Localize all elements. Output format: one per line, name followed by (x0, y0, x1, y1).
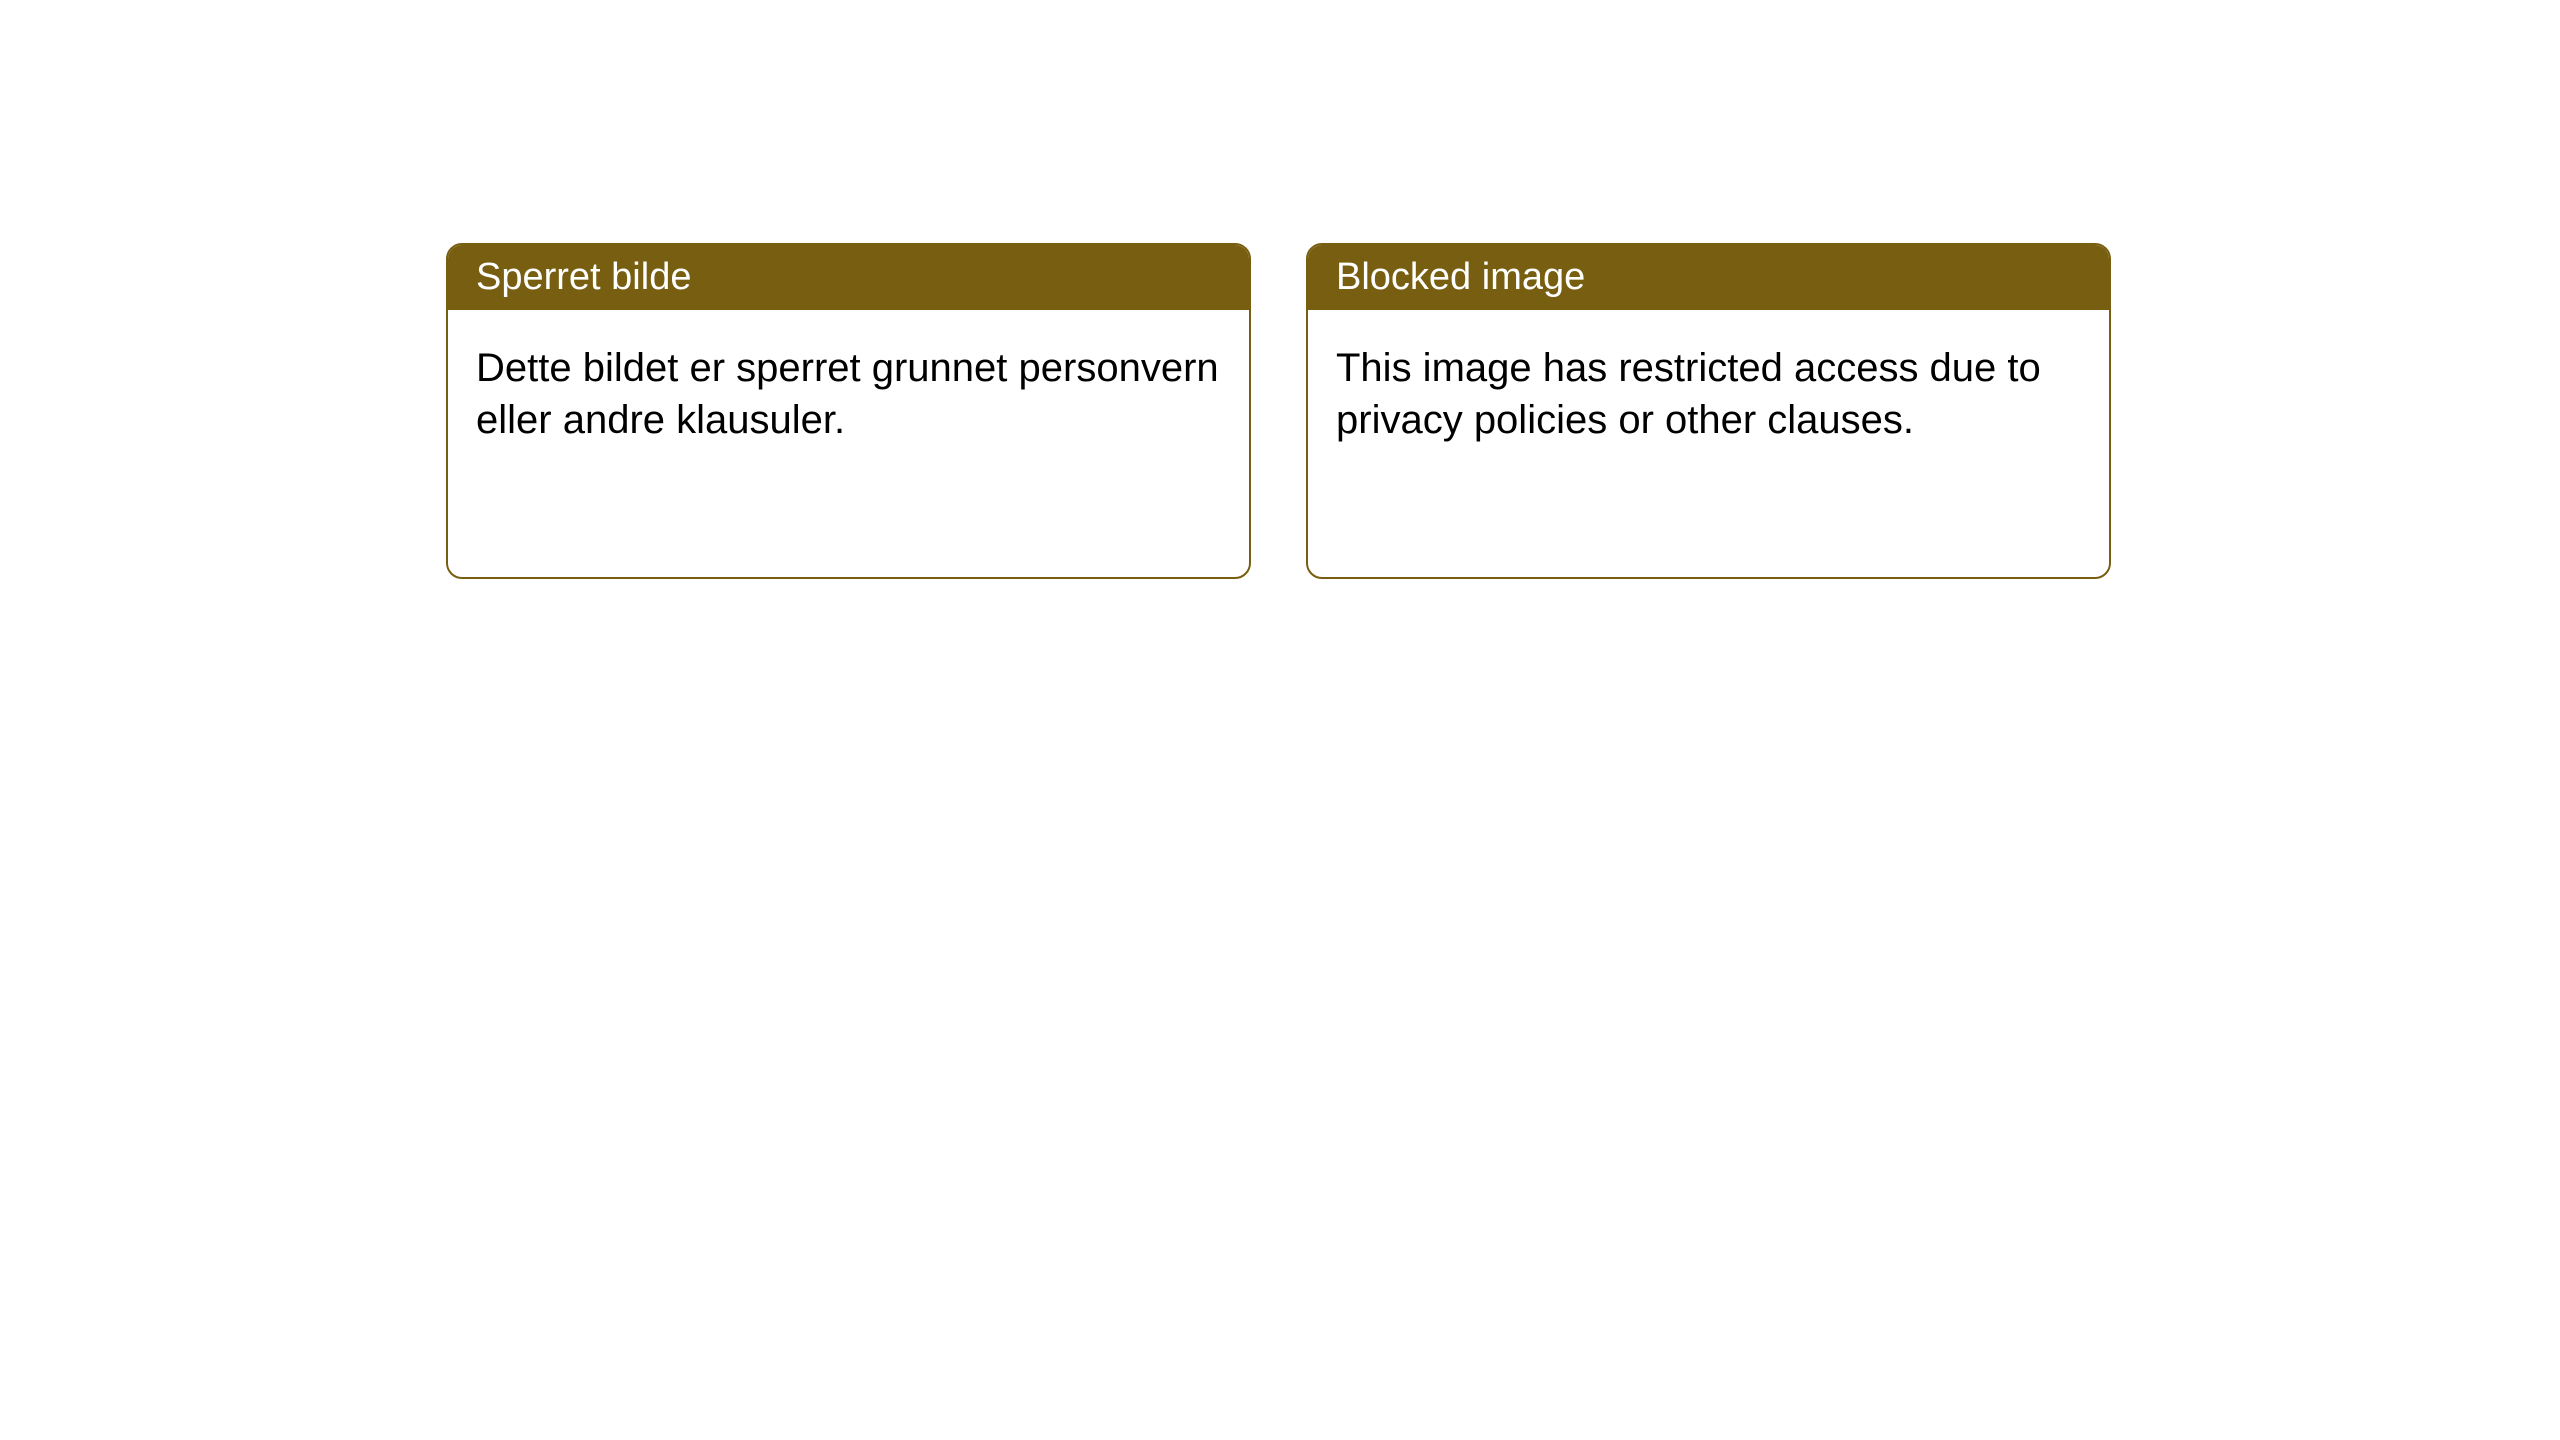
notice-card-body: Dette bildet er sperret grunnet personve… (448, 310, 1249, 478)
notice-card-header: Blocked image (1308, 245, 2109, 310)
notice-card-english: Blocked image This image has restricted … (1306, 243, 2111, 579)
notice-card-norwegian: Sperret bilde Dette bildet er sperret gr… (446, 243, 1251, 579)
notice-card-body: This image has restricted access due to … (1308, 310, 2109, 478)
notice-cards-container: Sperret bilde Dette bildet er sperret gr… (446, 243, 2111, 579)
notice-card-text: This image has restricted access due to … (1336, 346, 2041, 442)
notice-card-text: Dette bildet er sperret grunnet personve… (476, 346, 1219, 442)
notice-card-title: Sperret bilde (476, 256, 691, 298)
notice-card-title: Blocked image (1336, 256, 1585, 298)
notice-card-header: Sperret bilde (448, 245, 1249, 310)
